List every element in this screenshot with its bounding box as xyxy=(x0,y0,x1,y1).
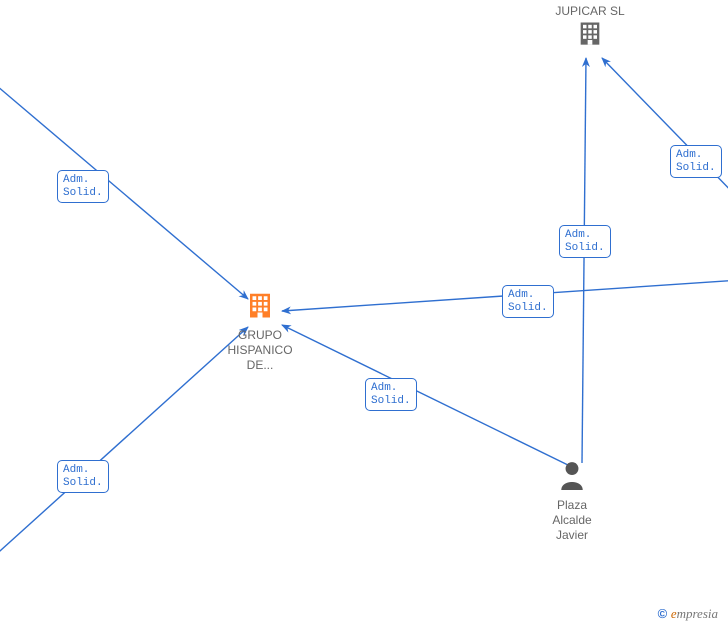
person-icon xyxy=(559,460,585,490)
node-jupicar[interactable]: JUPICAR SL xyxy=(540,0,640,51)
edge-label-e_topleft: Adm. Solid. xyxy=(57,170,109,203)
node-jupicar-label: JUPICAR SL xyxy=(540,4,640,19)
node-grupo-label: GRUPO HISPANICO DE... xyxy=(210,328,310,373)
edges-layer xyxy=(0,0,728,630)
edge-e_plaza_jupicar xyxy=(582,58,586,463)
edge-label-e_plaza_jupicar: Adm. Solid. xyxy=(559,225,611,258)
node-plaza-label: Plaza Alcalde Javier xyxy=(532,498,612,543)
building-icon xyxy=(245,290,275,320)
building-icon xyxy=(576,19,604,47)
watermark: © empresia xyxy=(658,606,718,622)
edge-label-e_plaza_grupo: Adm. Solid. xyxy=(365,378,417,411)
node-plaza[interactable]: Plaza Alcalde Javier xyxy=(532,460,612,543)
edge-label-e_right_in: Adm. Solid. xyxy=(502,285,554,318)
edge-e_topleft xyxy=(0,80,248,299)
edge-label-e_right_jupicar: Adm. Solid. xyxy=(670,145,722,178)
node-grupo[interactable]: GRUPO HISPANICO DE... xyxy=(210,290,310,373)
edge-e_right_jupicar xyxy=(602,58,728,200)
edge-e_plaza_grupo xyxy=(282,325,572,467)
diagram-canvas: JUPICAR SL GRUP xyxy=(0,0,728,630)
copyright-symbol: © xyxy=(658,606,668,621)
brand-rest: mpresia xyxy=(677,606,718,621)
edge-label-e_bottomleft: Adm. Solid. xyxy=(57,460,109,493)
